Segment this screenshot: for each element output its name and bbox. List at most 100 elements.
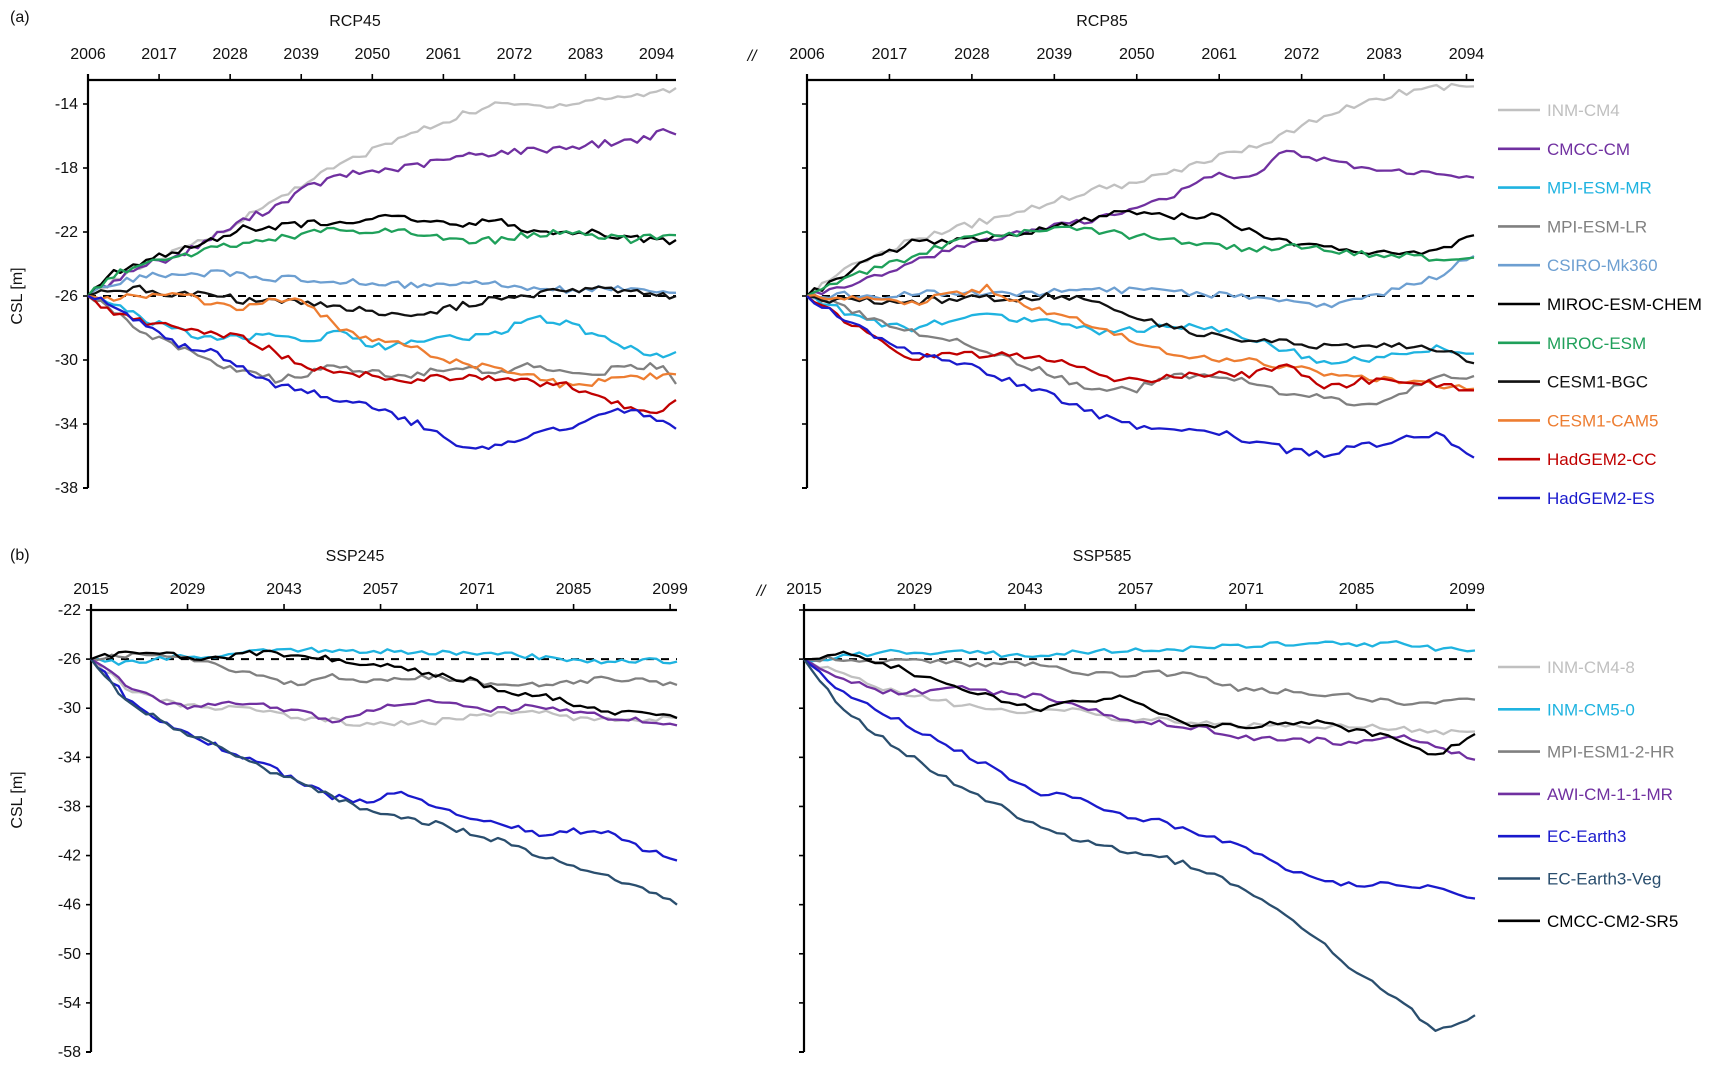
legend-label: CESM1-BGC <box>1547 373 1648 392</box>
y-axis-label-bottom: CSL [m] <box>9 771 26 828</box>
panel-rcp85: 2006 2017 2028 2039 2050 2061 2072 2083 2094 <box>789 46 1485 489</box>
legend-item: EC-Earth3 <box>1498 827 1626 846</box>
series-line-cesm1-bgc <box>87 284 677 318</box>
legend-item: CESM1-BGC <box>1498 373 1648 392</box>
legend-item: MPI-ESM-MR <box>1498 179 1652 198</box>
y-tick-label: -30 <box>55 352 78 369</box>
x-tick-label: 2071 <box>459 581 495 598</box>
series-line-miroc-esm <box>806 225 1475 298</box>
y-tick-label: -46 <box>58 897 81 914</box>
plot-panels: 2006 2017 2028 2039 2050 2061 2072 2083 2094 -14 -… <box>55 46 1485 1061</box>
y-tick-label: -30 <box>58 700 81 717</box>
x-tick-label: 2006 <box>70 46 106 63</box>
y-tick-label: -22 <box>55 224 78 241</box>
panel-rcp45: 2006 2017 2028 2039 2050 2061 2072 2083 2094 -14 -… <box>55 46 677 497</box>
legend-item: MIROC-ESM <box>1498 334 1646 353</box>
legend-label: INM-CM4-8 <box>1547 658 1635 677</box>
legend-label: MPI-ESM1-2-HR <box>1547 743 1675 762</box>
series-line-inm-cm4-8 <box>803 658 1476 736</box>
x-tick-label: 2094 <box>639 46 675 63</box>
x-tick-label: 2085 <box>556 581 592 598</box>
series-line-csiro-mk360 <box>87 269 677 297</box>
y-tick-label: -26 <box>58 651 81 668</box>
legend-item: CESM1-CAM5 <box>1498 411 1658 430</box>
x-tick-label: 2043 <box>266 581 302 598</box>
x-tick-label: 2099 <box>652 581 688 598</box>
series-line-miroc-esm-chem <box>806 209 1475 297</box>
y-tick-label: -58 <box>58 1044 81 1061</box>
panel-tag-b: (b) <box>10 547 30 564</box>
legend-label: EC-Earth3-Veg <box>1547 870 1661 889</box>
series-line-ec-earth3-veg <box>90 658 678 906</box>
x-tick-label: 2039 <box>1037 46 1073 63</box>
panel-ssp585: 2015 2029 2043 2057 2071 2085 2099 <box>786 581 1485 1053</box>
series-line-cmcc-cm <box>87 128 677 297</box>
x-tick-label: 2017 <box>872 46 908 63</box>
series-line-ec-earth3 <box>90 658 678 862</box>
x-tick-label: 2057 <box>363 581 399 598</box>
legend-label: MIROC-ESM <box>1547 334 1646 353</box>
legend-label: CESM1-CAM5 <box>1547 411 1658 430</box>
panel-tag-a-text: (a) <box>10 9 30 26</box>
chart-title-ssp245: SSP245 <box>326 548 385 565</box>
series-line-cmcc-cm2-sr5 <box>90 649 678 720</box>
series-line-inm-cm5-0 <box>803 640 1476 663</box>
x-tick-label: 2057 <box>1118 581 1154 598</box>
chart-title-ssp585: SSP585 <box>1073 548 1132 565</box>
x-tick-label: 2071 <box>1228 581 1264 598</box>
series-line-csiro-mk360 <box>806 254 1475 309</box>
x-tick-label: 2094 <box>1449 46 1485 63</box>
legend-item: INM-CM4 <box>1498 101 1620 120</box>
panel-tag-a: (a) <box>10 9 30 26</box>
x-tick-label: 2072 <box>497 46 533 63</box>
x-tick-label: 2061 <box>1201 46 1237 63</box>
legend-item: CMCC-CM2-SR5 <box>1498 912 1678 931</box>
legend-label: EC-Earth3 <box>1547 827 1626 846</box>
series-line-mpi-esm1-2-hr <box>803 655 1476 707</box>
x-tick-label: 2028 <box>954 46 990 63</box>
x-tick-label: 2050 <box>1119 46 1155 63</box>
legend-item: HadGEM2-CC <box>1498 450 1657 469</box>
x-tick-label: 2072 <box>1284 46 1320 63</box>
legend-item: EC-Earth3-Veg <box>1498 870 1661 889</box>
y-tick-label: -34 <box>58 749 81 766</box>
legend-label: INM-CM5-0 <box>1547 700 1635 719</box>
series-line-hadgem2-es <box>806 295 1475 459</box>
series-line-cesm1-cam5 <box>87 292 677 389</box>
x-tick-label: 2061 <box>426 46 462 63</box>
series-line-hadgem2-cc <box>806 295 1475 392</box>
x-tick-label: 2099 <box>1449 581 1485 598</box>
legend-item: HadGEM2-ES <box>1498 489 1655 508</box>
y-tick-label: -18 <box>55 160 78 177</box>
series-line-hadgem2-cc <box>87 295 677 415</box>
series-line-inm-cm4 <box>87 87 677 297</box>
legend-item: MIROC-ESM-CHEM <box>1498 295 1702 314</box>
legend-label: HadGEM2-ES <box>1547 489 1655 508</box>
panel-tag-b-text: (b) <box>10 547 30 564</box>
panel-ssp245: 2015 2029 2043 2057 2071 2085 2099 -22 -26 -30 -34… <box>58 581 688 1061</box>
y-axis-label-top: CSL [m] <box>9 267 26 324</box>
y-tick-label: -22 <box>58 602 81 619</box>
legend-top: INM-CM4 CMCC-CM MPI-ESM-MR MPI-ESM-LR CSIRO-… <box>1498 101 1702 508</box>
legend-item: INM-CM5-0 <box>1498 700 1635 719</box>
y-tick-label: -54 <box>58 995 81 1012</box>
legend-label: MPI-ESM-LR <box>1547 217 1647 236</box>
y-tick-label: -50 <box>58 946 81 963</box>
legend-item: MPI-ESM-LR <box>1498 217 1647 236</box>
x-tick-label: 2015 <box>73 581 109 598</box>
legend-label: CSIRO-Mk360 <box>1547 256 1658 275</box>
legend-item: CSIRO-Mk360 <box>1498 256 1658 275</box>
series-line-ec-earth3-veg <box>803 658 1476 1032</box>
chart-title-rcp85: RCP85 <box>1076 13 1128 30</box>
chart-title-rcp45: RCP45 <box>329 13 381 30</box>
series-line-mpi-esm-lr <box>806 293 1475 407</box>
axis-break-mark-bottom: // <box>756 583 767 600</box>
series-line-ec-earth3 <box>803 658 1476 900</box>
legend-label: MPI-ESM-MR <box>1547 179 1652 198</box>
legend-item: INM-CM4-8 <box>1498 658 1635 677</box>
legend-item: MPI-ESM1-2-HR <box>1498 743 1675 762</box>
legend-label: HadGEM2-CC <box>1547 450 1657 469</box>
x-tick-label: 2029 <box>170 581 206 598</box>
legend-label: AWI-CM-1-1-MR <box>1547 785 1673 804</box>
